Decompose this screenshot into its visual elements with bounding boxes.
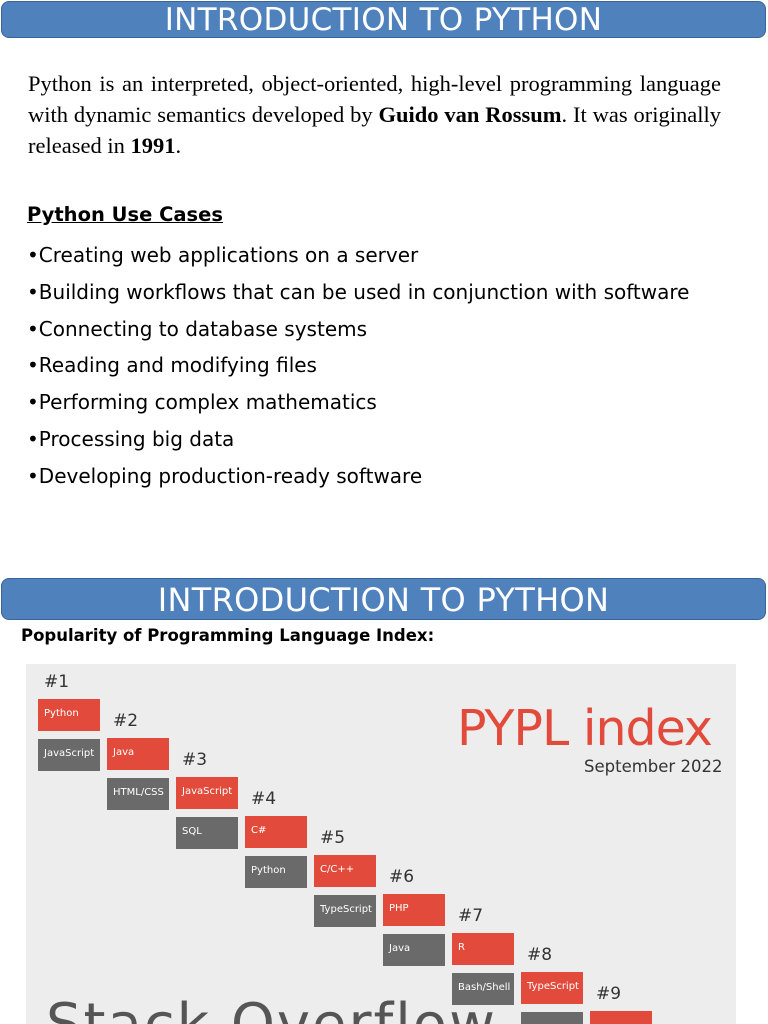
intro-author: Guido van Rossum xyxy=(378,102,562,127)
rank-label: #3 xyxy=(182,750,208,770)
rank-bottom-language: JavaScript xyxy=(38,739,100,771)
rank-bottom-language: SQL xyxy=(176,817,238,849)
use-cases-heading: Python Use Cases xyxy=(27,203,223,226)
rank-label: #9 xyxy=(596,984,622,1004)
list-item: •Processing big data xyxy=(27,426,235,451)
rank-bottom-language: Python xyxy=(245,856,307,888)
rank-label: #4 xyxy=(251,789,277,809)
rank-bottom-language: Java xyxy=(383,934,445,966)
list-item: •Performing complex mathematics xyxy=(27,390,377,415)
rank-top-language: C/C++ xyxy=(314,855,376,887)
stack-overflow-partial-text: Stack Overflow xyxy=(46,992,497,1024)
rank-label: #1 xyxy=(44,672,70,692)
rank-top-language: Java xyxy=(107,738,169,770)
rank-label: #7 xyxy=(458,906,484,926)
use-cases-list: •Creating web applications on a server •… xyxy=(27,240,689,498)
intro-paragraph: Python is an interpreted, object-oriente… xyxy=(28,68,721,161)
list-item: •Reading and modifying files xyxy=(27,353,317,378)
pypl-date: September 2022 xyxy=(584,757,723,776)
intro-year: 1991 xyxy=(130,133,176,158)
rank-top-language: JavaScript xyxy=(176,777,238,809)
pypl-index-image: PYPL index September 2022 #1 Python Java… xyxy=(26,664,736,1024)
rank-top-language: C# xyxy=(245,816,307,848)
pypl-title: PYPL index xyxy=(457,700,713,757)
rank-top-language: PHP xyxy=(383,894,445,926)
list-item: •Building workflows that can be used in … xyxy=(27,279,690,304)
rank-top-language: R xyxy=(452,933,514,965)
rank-top-language: TypeScript xyxy=(521,972,583,1004)
rank-bottom-language: HTML/CSS xyxy=(107,778,169,810)
intro-text-2: . It was originally released in xyxy=(28,102,721,158)
rank-label: #6 xyxy=(389,867,415,887)
section-banner-title: INTRODUCTION TO PYTHON xyxy=(1,578,766,620)
rank-top-language: Python xyxy=(38,699,100,731)
intro-text-3: . xyxy=(175,133,182,158)
rank-label: #2 xyxy=(113,711,139,731)
popularity-heading: Popularity of Programming Language Index… xyxy=(21,626,435,645)
section-banner-title: INTRODUCTION TO PYTHON xyxy=(1,1,766,38)
rank-top-language xyxy=(590,1011,652,1024)
list-item: •Creating web applications on a server xyxy=(27,243,419,267)
intro-text-1: Python is an interpreted, object-oriente… xyxy=(28,71,721,127)
rank-label: #5 xyxy=(320,828,346,848)
rank-bottom-language: TypeScript xyxy=(314,895,376,927)
rank-bottom-language: Bash/Shell xyxy=(452,973,514,1005)
list-item: •Developing production-ready software xyxy=(27,463,423,488)
rank-label: #8 xyxy=(527,945,553,965)
rank-bottom-language xyxy=(521,1012,583,1024)
list-item: •Connecting to database systems xyxy=(27,316,368,341)
